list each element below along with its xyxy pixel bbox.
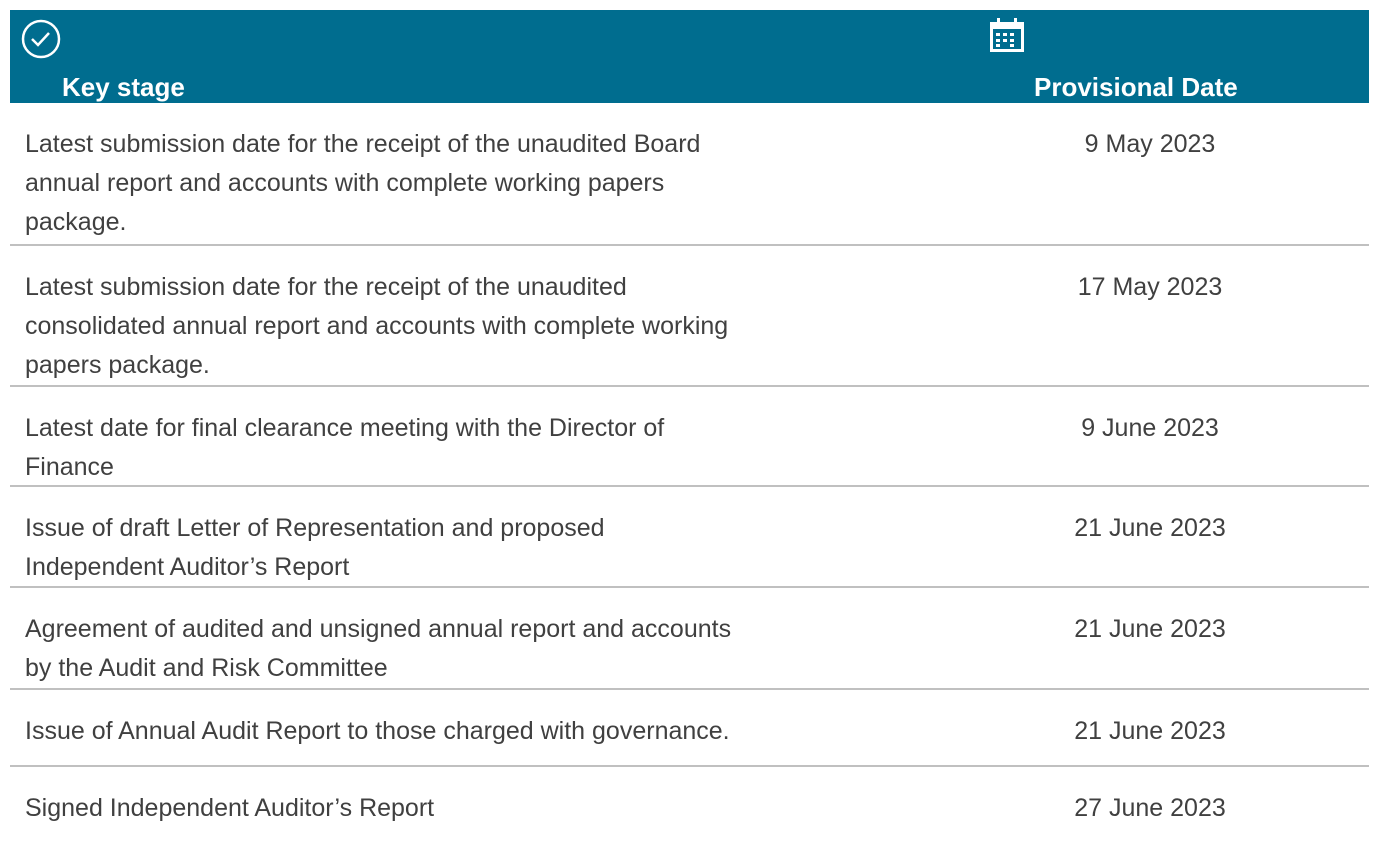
key-stage-line: Latest submission date for the receipt o… (25, 130, 701, 158)
key-stage-line: annual report and accounts with complete… (25, 169, 665, 197)
key-stage-line: Signed Independent Auditor’s Report (25, 794, 435, 822)
key-stage-line: Latest submission date for the receipt o… (25, 273, 627, 301)
key-stage-cell: Issue of draft Letter of Representation … (25, 509, 605, 587)
table-row: Signed Independent Auditor’s Report 27 Ju… (10, 767, 1369, 845)
key-stage-line: Issue of Annual Audit Report to those ch… (25, 717, 730, 745)
key-stage-cell: Latest date for final clearance meeting … (25, 409, 664, 487)
key-stage-line: Finance (25, 453, 114, 481)
key-stage-line: package. (25, 208, 127, 236)
key-stage-cell: Issue of Annual Audit Report to those ch… (25, 712, 730, 751)
table-row: Issue of draft Letter of Representation … (10, 487, 1369, 588)
date-cell: 27 June 2023 (1074, 794, 1226, 822)
header-date: Provisional Date (1034, 72, 1238, 102)
check-icon (21, 19, 61, 59)
table-row: Latest date for final clearance meeting … (10, 387, 1369, 487)
table-row: Latest submission date for the receipt o… (10, 103, 1369, 246)
date-cell: 21 June 2023 (1074, 717, 1226, 745)
table-row: Issue of Annual Audit Report to those ch… (10, 690, 1369, 767)
key-stage-line: Issue of draft Letter of Representation … (25, 514, 605, 542)
key-stage-cell: Agreement of audited and unsigned annual… (25, 610, 731, 688)
table-row: Latest submission date for the receipt o… (10, 246, 1369, 387)
key-stage-line: Agreement of audited and unsigned annual… (25, 615, 732, 643)
key-stage-line: consolidated annual report and accounts … (25, 312, 729, 340)
date-cell: 21 June 2023 (1074, 514, 1226, 542)
key-stage-cell: Signed Independent Auditor’s Report (25, 789, 434, 828)
table-row: Agreement of audited and unsigned annual… (10, 588, 1369, 690)
date-cell: 9 May 2023 (1084, 130, 1216, 158)
key-stage-line: papers package. (25, 351, 210, 379)
date-cell: 21 June 2023 (1074, 615, 1226, 643)
calendar-icon (990, 18, 1024, 52)
table-header: Key stage Provisional Date (10, 10, 1369, 103)
key-stage-line: by the Audit and Risk Committee (25, 654, 388, 682)
header-key-stage: Key stage (62, 72, 185, 102)
date-cell: 9 June 2023 (1081, 414, 1219, 442)
key-stage-cell: Latest submission date for the receipt o… (25, 125, 700, 242)
key-stage-line: Independent Auditor’s Report (25, 553, 350, 581)
key-stage-line: Latest date for final clearance meeting … (25, 414, 665, 442)
key-stage-cell: Latest submission date for the receipt o… (25, 268, 728, 385)
date-cell: 17 May 2023 (1077, 273, 1223, 301)
